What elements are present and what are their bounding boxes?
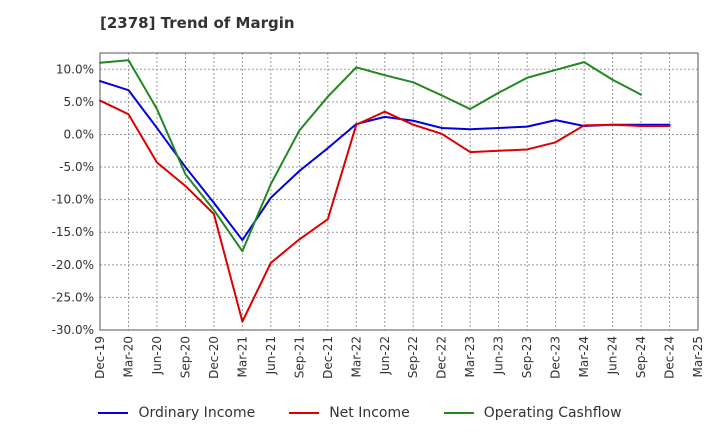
x-tick-label: Dec-20 (207, 336, 221, 379)
x-tick-label: Dec-21 (321, 336, 335, 379)
legend-swatch-operating-cashflow (443, 412, 474, 414)
x-tick-label: Mar-22 (349, 336, 363, 377)
x-tick-label: Mar-21 (235, 336, 249, 377)
legend-item-net-income: Net Income (289, 405, 410, 421)
y-tick-label: -15.0% (52, 225, 94, 239)
legend-label-net-income: Net Income (329, 405, 410, 421)
series-line-ordinary-income (99, 80, 671, 242)
series-line-operating-cashflow (99, 59, 643, 253)
y-tick-label: -5.0% (59, 160, 94, 174)
x-tick-label: Dec-23 (549, 336, 563, 379)
x-tick-label: Sep-23 (520, 336, 534, 378)
x-tick-label: Jun-24 (606, 336, 620, 375)
legend-swatch-ordinary-income (98, 412, 129, 414)
legend-item-ordinary-income: Ordinary Income (98, 405, 255, 421)
x-tick-label: Mar-25 (691, 336, 705, 377)
y-tick-label: 10.0% (56, 62, 94, 76)
x-tick-label: Mar-24 (577, 336, 591, 377)
legend-label-operating-cashflow: Operating Cashflow (483, 405, 622, 421)
y-tick-label: -20.0% (52, 258, 94, 272)
legend-item-operating-cashflow: Operating Cashflow (443, 405, 622, 421)
x-tick-label: Sep-24 (634, 336, 648, 378)
x-tick-label: Mar-23 (463, 336, 477, 377)
x-tick-label: Jun-21 (264, 336, 278, 375)
x-tick-label: Dec-22 (435, 336, 449, 379)
y-tick-label: -10.0% (52, 193, 94, 207)
x-tick-label: Dec-24 (663, 336, 677, 379)
x-tick-label: Mar-20 (121, 336, 135, 377)
x-tick-label: Dec-19 (93, 336, 107, 379)
series-line-net-income (99, 99, 671, 323)
chart-legend: Ordinary Income Net Income Operating Cas… (0, 405, 720, 421)
y-tick-label: -30.0% (52, 323, 94, 337)
x-tick-label: Jun-22 (378, 336, 392, 375)
y-tick-label: 5.0% (64, 95, 95, 109)
plot-border (99, 52, 699, 331)
y-tick-label: 0.0% (64, 127, 95, 141)
x-tick-label: Jun-20 (150, 336, 164, 375)
y-tick-label: -25.0% (52, 290, 94, 304)
legend-swatch-net-income (289, 412, 320, 414)
chart-title: [2378] Trend of Margin (100, 14, 295, 32)
x-tick-label: Sep-22 (406, 336, 420, 378)
x-tick-label: Jun-23 (492, 336, 506, 375)
legend-label-ordinary-income: Ordinary Income (138, 405, 256, 421)
x-tick-label: Sep-20 (178, 336, 192, 378)
x-tick-label: Sep-21 (292, 336, 306, 378)
margin-line-chart: 10.0% 5.0% 0.0% -5.0% -10.0% -15.0% -20.0% -25.… (52, 52, 705, 379)
